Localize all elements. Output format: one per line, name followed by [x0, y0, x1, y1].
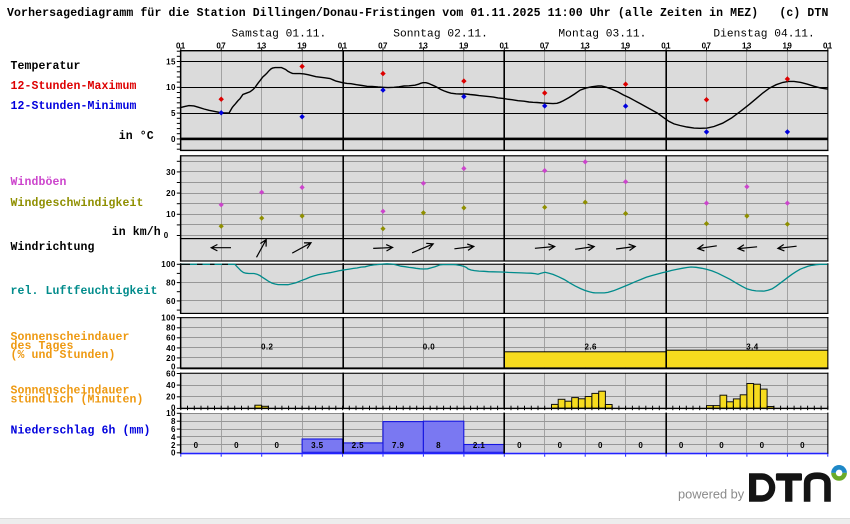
svg-text:80: 80	[166, 324, 176, 333]
svg-text:0: 0	[679, 441, 684, 450]
svg-text:01: 01	[661, 41, 671, 50]
svg-text:0: 0	[171, 363, 176, 372]
svg-text:19: 19	[621, 41, 631, 50]
svg-text:01: 01	[176, 41, 186, 50]
svg-text:10: 10	[166, 409, 176, 418]
svg-text:20: 20	[166, 354, 176, 363]
svg-text:15: 15	[166, 57, 176, 66]
svg-text:Windböen: Windböen	[11, 176, 67, 189]
svg-text:19: 19	[783, 41, 793, 50]
svg-text:Dienstag 04.11.: Dienstag 04.11.	[713, 28, 814, 40]
svg-text:12-Stunden-Minimum: 12-Stunden-Minimum	[11, 100, 137, 113]
svg-text:19: 19	[297, 41, 307, 50]
svg-text:0: 0	[234, 441, 239, 450]
svg-text:Sonnenscheindauer: Sonnenscheindauer	[11, 384, 130, 397]
svg-text:40: 40	[166, 381, 176, 390]
svg-text:07: 07	[216, 41, 226, 50]
svg-text:19: 19	[459, 41, 469, 50]
svg-text:0: 0	[274, 441, 279, 450]
svg-text:des Tages: des Tages	[11, 340, 74, 353]
svg-text:60: 60	[166, 369, 176, 378]
svg-text:10: 10	[166, 83, 176, 92]
svg-text:30: 30	[166, 168, 176, 177]
svg-text:100: 100	[161, 260, 176, 269]
svg-text:80: 80	[166, 279, 176, 288]
svg-text:100: 100	[161, 314, 176, 323]
svg-text:0: 0	[171, 403, 176, 412]
svg-text:0: 0	[171, 135, 176, 144]
svg-text:stündlich (Minuten): stündlich (Minuten)	[11, 393, 144, 406]
svg-text:07: 07	[378, 41, 388, 50]
svg-text:0: 0	[598, 441, 603, 450]
svg-text:5: 5	[171, 109, 176, 118]
svg-text:0: 0	[164, 231, 169, 240]
svg-text:Temperatur: Temperatur	[11, 60, 81, 73]
svg-text:Sonntag 02.11.: Sonntag 02.11.	[393, 28, 488, 40]
svg-text:13: 13	[419, 41, 429, 50]
svg-text:01: 01	[499, 41, 509, 50]
svg-text:0: 0	[719, 441, 724, 450]
svg-text:13: 13	[257, 41, 267, 50]
svg-text:0: 0	[517, 441, 522, 450]
svg-text:3.5: 3.5	[311, 441, 323, 450]
svg-text:0.0: 0.0	[423, 342, 435, 351]
svg-text:rel. Luftfeuchtigkeit: rel. Luftfeuchtigkeit	[11, 285, 158, 298]
svg-text:Montag 03.11.: Montag 03.11.	[558, 28, 646, 40]
svg-text:Samstag 01.11.: Samstag 01.11.	[232, 28, 327, 40]
svg-text:in °C: in °C	[119, 130, 154, 143]
svg-text:0: 0	[760, 441, 765, 450]
svg-text:in km/h: in km/h	[112, 226, 161, 239]
svg-text:Vorhersagediagramm für die Sta: Vorhersagediagramm für die Station Dilli…	[7, 7, 828, 20]
svg-text:7.9: 7.9	[392, 441, 404, 450]
svg-text:Niederschlag 6h (mm): Niederschlag 6h (mm)	[11, 424, 151, 437]
svg-text:2.5: 2.5	[352, 441, 364, 450]
svg-text:8: 8	[171, 417, 176, 426]
svg-text:60: 60	[166, 334, 176, 343]
svg-text:13: 13	[742, 41, 752, 50]
svg-text:2.6: 2.6	[585, 342, 597, 351]
svg-text:60: 60	[166, 297, 176, 306]
svg-text:40: 40	[166, 344, 176, 353]
svg-text:2.1: 2.1	[473, 441, 485, 450]
svg-text:2: 2	[171, 441, 176, 450]
svg-text:0: 0	[800, 441, 805, 450]
svg-text:6: 6	[171, 425, 176, 434]
svg-text:01: 01	[338, 41, 348, 50]
svg-text:Sonnenscheindauer: Sonnenscheindauer	[11, 331, 130, 344]
svg-text:Windrichtung: Windrichtung	[11, 241, 95, 254]
svg-text:0: 0	[638, 441, 643, 450]
svg-text:0: 0	[171, 449, 176, 458]
svg-text:20: 20	[166, 189, 176, 198]
svg-text:4: 4	[171, 433, 176, 442]
svg-text:10: 10	[166, 210, 176, 219]
svg-text:(% und Stunden): (% und Stunden)	[11, 349, 116, 362]
svg-text:3.4: 3.4	[746, 342, 758, 351]
svg-text:12-Stunden-Maximum: 12-Stunden-Maximum	[11, 80, 137, 93]
svg-text:0.2: 0.2	[261, 342, 273, 351]
svg-text:07: 07	[540, 41, 550, 50]
svg-text:07: 07	[702, 41, 712, 50]
svg-text:8: 8	[436, 441, 441, 450]
svg-text:0: 0	[194, 441, 199, 450]
svg-text:20: 20	[166, 393, 176, 402]
svg-text:01: 01	[823, 41, 833, 50]
svg-text:0: 0	[558, 441, 563, 450]
svg-text:powered by: powered by	[678, 487, 745, 502]
svg-text:13: 13	[580, 41, 590, 50]
svg-text:Windgeschwindigkeit: Windgeschwindigkeit	[11, 197, 144, 210]
